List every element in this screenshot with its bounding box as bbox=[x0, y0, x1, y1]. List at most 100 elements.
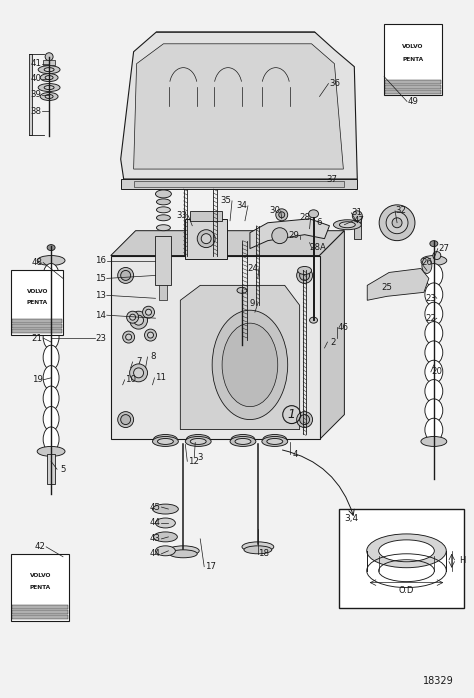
Ellipse shape bbox=[43, 386, 59, 410]
Ellipse shape bbox=[45, 75, 53, 80]
Ellipse shape bbox=[422, 258, 432, 274]
Ellipse shape bbox=[37, 447, 65, 456]
Text: 46: 46 bbox=[338, 322, 349, 332]
Text: 3,4: 3,4 bbox=[345, 514, 358, 524]
Text: 14: 14 bbox=[95, 311, 106, 320]
Ellipse shape bbox=[43, 325, 59, 349]
Bar bbox=[43, 60, 55, 65]
Text: 4: 4 bbox=[293, 450, 299, 459]
Ellipse shape bbox=[212, 310, 288, 419]
Ellipse shape bbox=[186, 434, 210, 445]
Text: 49: 49 bbox=[408, 97, 419, 106]
Text: 12: 12 bbox=[188, 456, 199, 466]
Text: 40: 40 bbox=[31, 74, 42, 83]
Text: VOLVO: VOLVO bbox=[27, 289, 48, 294]
Circle shape bbox=[145, 329, 156, 341]
Circle shape bbox=[129, 311, 147, 329]
Text: 35: 35 bbox=[220, 196, 232, 205]
Text: 30: 30 bbox=[269, 207, 280, 215]
Ellipse shape bbox=[244, 546, 272, 554]
Ellipse shape bbox=[231, 434, 255, 445]
Ellipse shape bbox=[153, 504, 178, 514]
Text: 29: 29 bbox=[288, 231, 299, 240]
Text: 18329: 18329 bbox=[423, 676, 454, 686]
Bar bbox=[384, 24, 442, 96]
Circle shape bbox=[300, 415, 310, 424]
Text: 36: 36 bbox=[329, 79, 340, 88]
Text: PENTA: PENTA bbox=[402, 57, 424, 62]
Text: 16: 16 bbox=[95, 256, 106, 265]
Text: 27: 27 bbox=[438, 244, 449, 253]
Circle shape bbox=[147, 332, 154, 338]
Ellipse shape bbox=[43, 346, 59, 370]
Circle shape bbox=[201, 234, 211, 244]
Ellipse shape bbox=[425, 380, 443, 403]
Ellipse shape bbox=[425, 418, 443, 441]
Text: 47: 47 bbox=[354, 216, 365, 225]
Bar bbox=[385, 84, 441, 89]
Polygon shape bbox=[367, 269, 429, 300]
Ellipse shape bbox=[157, 438, 173, 445]
Circle shape bbox=[118, 267, 134, 283]
Text: 44: 44 bbox=[150, 549, 161, 558]
Text: 19: 19 bbox=[32, 376, 43, 385]
Bar bbox=[11, 270, 63, 335]
Ellipse shape bbox=[190, 438, 206, 445]
Polygon shape bbox=[111, 231, 345, 255]
Ellipse shape bbox=[298, 267, 311, 274]
Ellipse shape bbox=[156, 215, 170, 221]
Ellipse shape bbox=[155, 518, 175, 528]
Text: 10: 10 bbox=[125, 376, 136, 385]
Ellipse shape bbox=[44, 68, 54, 72]
Polygon shape bbox=[121, 32, 357, 179]
Ellipse shape bbox=[43, 263, 59, 288]
Ellipse shape bbox=[156, 225, 170, 231]
Circle shape bbox=[129, 364, 147, 382]
Ellipse shape bbox=[47, 244, 55, 251]
Ellipse shape bbox=[222, 323, 278, 407]
Ellipse shape bbox=[185, 436, 211, 447]
Bar bbox=[354, 217, 361, 239]
Text: 20: 20 bbox=[431, 367, 442, 376]
Bar bbox=[111, 255, 319, 440]
Circle shape bbox=[386, 211, 408, 234]
Ellipse shape bbox=[430, 241, 438, 246]
Ellipse shape bbox=[43, 406, 59, 431]
Text: 13: 13 bbox=[95, 291, 106, 300]
Text: 11: 11 bbox=[155, 373, 166, 383]
Text: VOLVO: VOLVO bbox=[29, 573, 51, 578]
Circle shape bbox=[129, 314, 136, 320]
Circle shape bbox=[352, 211, 362, 221]
Text: 42: 42 bbox=[35, 542, 46, 551]
Text: 26: 26 bbox=[421, 258, 432, 267]
Circle shape bbox=[123, 331, 135, 343]
Circle shape bbox=[276, 209, 288, 221]
Ellipse shape bbox=[262, 436, 288, 447]
Ellipse shape bbox=[40, 73, 58, 82]
Ellipse shape bbox=[167, 546, 199, 556]
Text: 22: 22 bbox=[425, 313, 437, 322]
Ellipse shape bbox=[421, 255, 447, 265]
Circle shape bbox=[272, 228, 288, 244]
Polygon shape bbox=[180, 285, 300, 429]
Text: 39: 39 bbox=[31, 90, 42, 99]
Circle shape bbox=[297, 412, 312, 428]
Bar bbox=[47, 454, 55, 484]
Text: 28A: 28A bbox=[309, 243, 326, 252]
Ellipse shape bbox=[230, 436, 256, 447]
Ellipse shape bbox=[43, 304, 59, 329]
Bar bbox=[190, 211, 222, 221]
Ellipse shape bbox=[44, 86, 54, 89]
Text: 2: 2 bbox=[331, 338, 336, 346]
Text: 37: 37 bbox=[326, 174, 337, 184]
Circle shape bbox=[126, 334, 132, 340]
Text: O.D: O.D bbox=[399, 586, 414, 595]
Circle shape bbox=[146, 309, 152, 315]
Text: 48: 48 bbox=[32, 258, 43, 267]
Ellipse shape bbox=[237, 288, 247, 293]
Text: 9: 9 bbox=[249, 299, 255, 308]
Text: 8: 8 bbox=[151, 352, 156, 362]
Text: 23: 23 bbox=[425, 294, 437, 303]
Text: 34: 34 bbox=[237, 201, 247, 210]
Bar bbox=[11, 554, 69, 621]
